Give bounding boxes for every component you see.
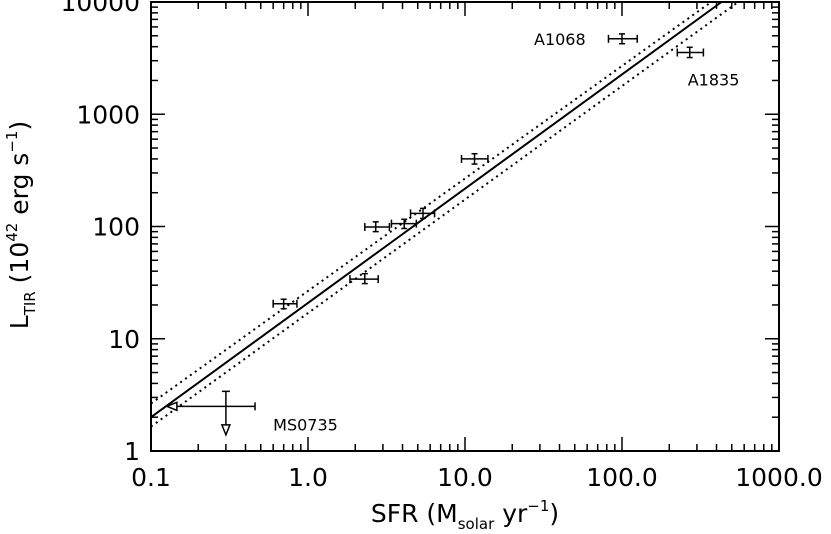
y-tick-label: 1	[124, 437, 140, 466]
x-axis-title-end: )	[549, 499, 559, 528]
limit-down-arrowhead	[220, 424, 232, 437]
y-axis-title-main: L	[5, 315, 34, 329]
point-label: A1068	[534, 30, 586, 49]
y-axis-title-sub: TIR	[21, 291, 39, 316]
y-axis-title-rest: (10	[5, 242, 34, 292]
y-tick-label: 100	[92, 213, 140, 242]
axis-ticks	[150, 2, 779, 452]
limit-left-arrowhead	[164, 401, 178, 412]
y-axis-title-end: )	[5, 121, 34, 131]
point-label: A1835	[688, 70, 740, 89]
tick-labels: 0.1 1.0 10.0 100.0 1000.0 1 10 100 1000 10000	[60, 0, 822, 492]
plot-frame	[150, 1, 780, 452]
y-axis-title: LTIR (1042 erg s−1)	[3, 121, 39, 329]
x-tick-label: 0.1	[131, 463, 171, 492]
y-tick-label: 1000	[76, 100, 140, 129]
x-tick-label: 10.0	[437, 463, 493, 492]
data-points: A1068 A1835 MS0735	[164, 30, 740, 437]
dotted-line	[150, 1, 739, 428]
fit-lines	[150, 1, 739, 428]
y-axis-title-sup1: 42	[3, 223, 21, 242]
fit-line	[150, 1, 723, 419]
limit-label: MS0735	[273, 415, 338, 434]
x-axis-title-main: SFR (M	[371, 499, 458, 528]
y-axis-title-mid: erg s	[5, 153, 34, 223]
y-tick-label: 10	[108, 325, 140, 354]
x-axis-title-sup: −1	[527, 497, 549, 515]
x-axis-title-rest: yr	[494, 499, 528, 528]
x-tick-label: 1.0	[288, 463, 328, 492]
x-axis-title-sub: solar	[458, 515, 495, 533]
dotted-line	[150, 1, 712, 405]
x-tick-label: 100.0	[586, 463, 658, 492]
y-axis-title-sup2: −1	[3, 131, 21, 153]
x-axis-title: SFR (Msolar yr−1)	[371, 497, 559, 533]
x-tick-label: 1000.0	[735, 463, 822, 492]
y-tick-label: 10000	[60, 0, 140, 17]
